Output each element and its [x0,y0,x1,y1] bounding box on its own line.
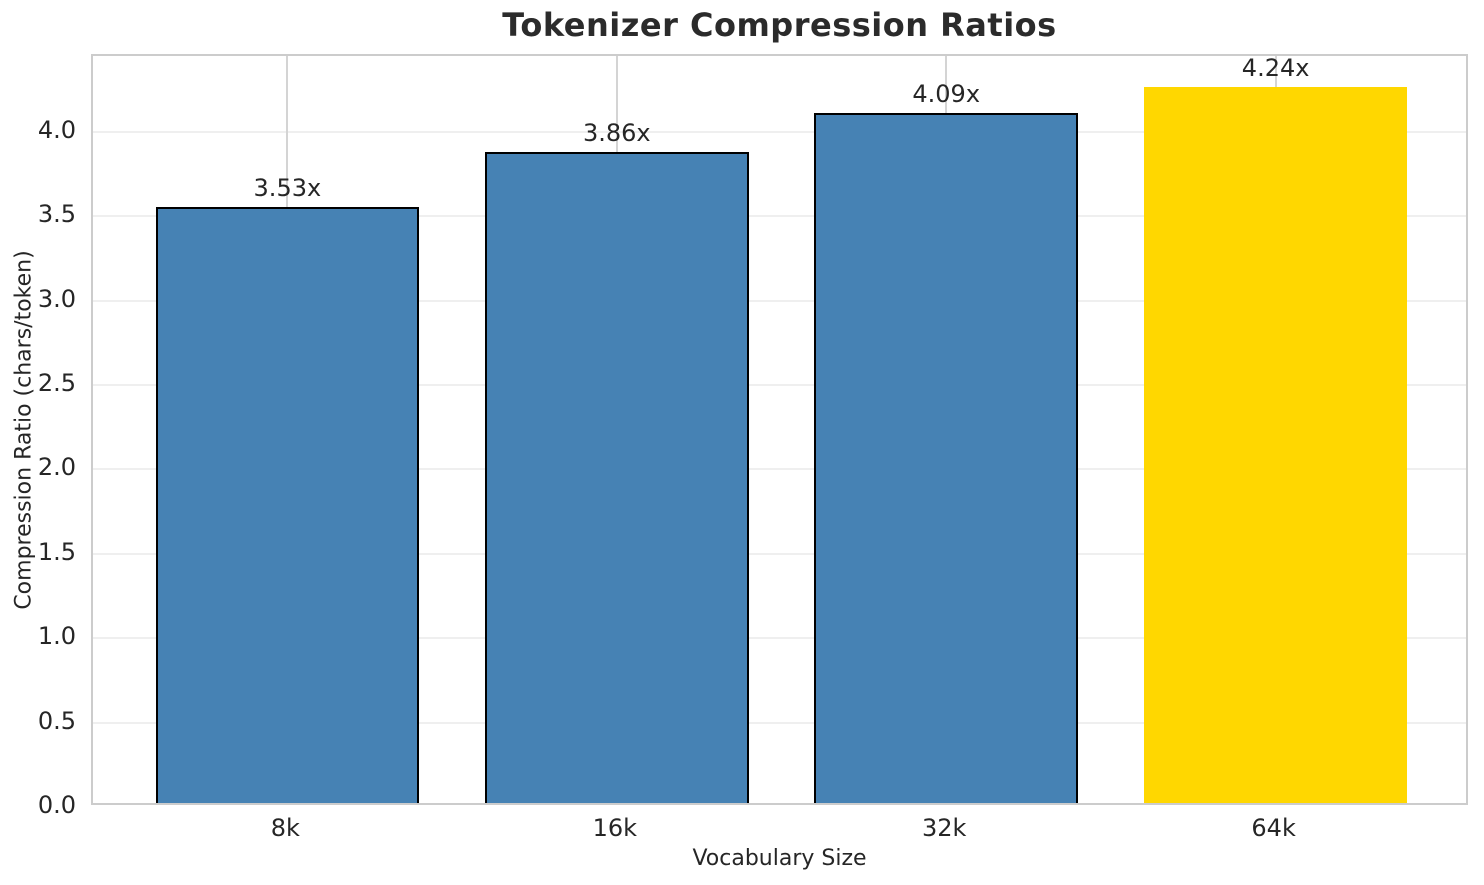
bar-16k [485,151,749,803]
gridline-horizontal [93,721,1466,724]
y-tick-label: 2.5 [37,369,76,398]
y-tick-label: 1.0 [37,622,76,651]
gridline-horizontal [93,468,1466,471]
gridline-horizontal [93,637,1466,640]
bar-32k [814,112,1078,803]
chart-title: Tokenizer Compression Ratios [502,6,1057,44]
y-axis-label: Compression Ratio (chars/token) [11,250,37,610]
x-tick-label: 32k [921,814,967,842]
plot-area: 3.53x 3.86x 4.09x 4.24x [91,54,1468,805]
y-tick-label: 3.0 [37,284,76,313]
bar-value-label: 4.09x [912,79,981,108]
gridline-horizontal [93,130,1466,133]
y-tick-label: 3.5 [37,200,76,229]
y-tick-label: 4.0 [37,115,76,144]
bar-value-label: 3.86x [582,118,651,147]
bar-8k [155,207,420,803]
y-tick-label: 0.0 [37,791,76,819]
y-tick-label: 0.5 [37,706,76,735]
bar-value-label: 4.24x [1241,54,1310,83]
x-tick-label: 8k [270,814,300,842]
x-tick-label: 16k [592,814,637,842]
x-axis-label: Vocabulary Size [692,846,867,871]
y-tick-label: 2.0 [37,453,76,482]
gridline-horizontal [93,552,1466,555]
gridline-horizontal [93,384,1466,387]
gridline-horizontal [93,215,1466,218]
gridline-horizontal [93,299,1466,302]
x-tick-label: 64k [1251,814,1296,842]
bar-64k [1143,87,1408,803]
bar-value-label: 3.53x [253,174,322,203]
y-tick-label: 1.5 [37,537,76,566]
